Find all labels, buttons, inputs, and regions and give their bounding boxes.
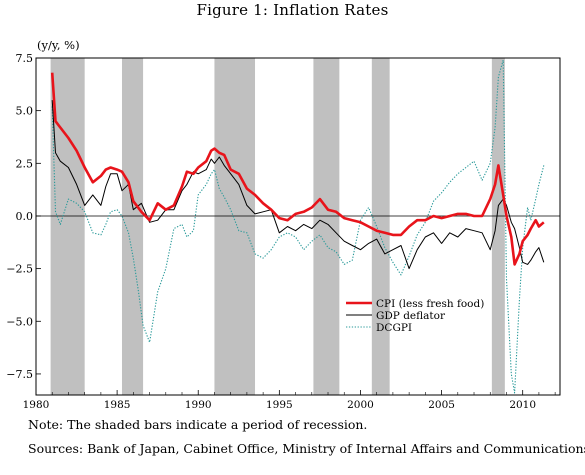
x-tick-label: 1990: [185, 399, 212, 411]
series-line-cpi-less-fresh-food: [50, 72, 545, 266]
chart-note: Note: The shaded bars indicate a period …: [28, 417, 368, 432]
legend-label: CPI (less fresh food): [376, 298, 484, 310]
series-lines: [50, 59, 545, 394]
chart-title: Figure 1: Inflation Rates: [196, 1, 389, 19]
x-tick-label: 1995: [266, 399, 293, 411]
x-tick-label: 1980: [23, 399, 50, 411]
recession-bar-4: [313, 58, 340, 395]
x-tick-label: 2010: [509, 399, 536, 411]
recession-bar-6: [491, 58, 505, 395]
y-tick-label: 2.5: [16, 157, 34, 170]
recession-bar-3: [214, 58, 256, 395]
x-tick-label: 2000: [347, 399, 374, 411]
y-tick-label: 7.5: [16, 52, 34, 65]
y-tick-label: 5.0: [16, 105, 34, 118]
recession-bar-2: [121, 58, 144, 395]
plot-frame: [35, 57, 561, 396]
x-tick-label: 2005: [428, 399, 455, 411]
y-tick-label: −2.5: [6, 263, 33, 276]
x-tick-label: 1985: [104, 399, 131, 411]
legend-label: DCGPI: [376, 322, 412, 334]
y-tick-label: 0.0: [16, 210, 34, 223]
chart-sources: Sources: Bank of Japan, Cabinet Office, …: [28, 441, 585, 456]
legend-label: GDP deflator: [376, 310, 446, 322]
y-tick-label: −5.0: [6, 315, 33, 328]
y-axis-label: (y/y, %): [37, 38, 80, 52]
recession-bar-5: [371, 58, 390, 395]
recession-bars: [50, 58, 505, 395]
y-tick-label: −7.5: [6, 368, 33, 381]
axes: 7.5 5.0 2.5 0.0 −2.5 −5.0 −7.5 1980 1985 1990 1995…: [6, 52, 556, 411]
